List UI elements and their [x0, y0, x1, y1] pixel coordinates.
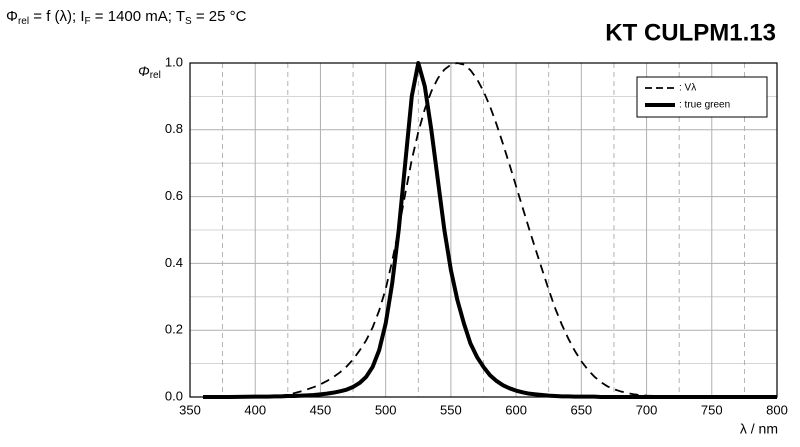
title-part: = 25 °C [192, 8, 247, 25]
x-tick-label: 700 [636, 402, 658, 417]
x-tick-label: 350 [179, 402, 201, 417]
chart-title: Φrel = f (λ); IF = 1400 mA; TS = 25 °C [6, 8, 247, 27]
x-tick-label: 550 [440, 402, 462, 417]
x-tick-label: 450 [310, 402, 332, 417]
plot-frame [189, 62, 778, 398]
x-tick-label: 750 [701, 402, 723, 417]
y-tick-label: 0.8 [165, 121, 183, 136]
title-part: = 1400 mA; T [91, 8, 185, 25]
x-tick-label: 800 [766, 402, 788, 417]
legend-label: : Vλ [679, 83, 696, 94]
series-line [203, 62, 778, 398]
y-tick-label: 0.6 [165, 188, 183, 203]
y-axis-label: Φrel [138, 63, 161, 81]
y-tick-label: 0.2 [165, 322, 183, 337]
title-sub: rel [18, 16, 29, 27]
y-label-part: Φ [138, 63, 150, 79]
y-tick-label: 0.0 [165, 388, 183, 403]
legend-label: : true green [679, 100, 730, 111]
y-label-sub: rel [150, 70, 161, 81]
x-axis-label: λ / nm [740, 421, 778, 437]
x-tick-label: 400 [244, 402, 266, 417]
x-tick-label: 650 [570, 402, 592, 417]
title-part: Φ [6, 8, 18, 25]
x-tick-label: 600 [505, 402, 527, 417]
title-part: = f (λ); I [29, 8, 84, 25]
legend-box [636, 76, 768, 118]
title-sub: S [185, 16, 192, 27]
y-tick-label: 1.0 [165, 54, 183, 69]
legend: : Vλ : true green [636, 76, 768, 118]
plot-area: 0.0 0.2 0.4 0.6 0.8 1.0 350 400 450 500 550 600 650 7… [165, 54, 788, 417]
chart-subtitle: KT CULPM1.13 [605, 19, 776, 46]
x-tick-label: 500 [375, 402, 397, 417]
series-line [203, 61, 777, 399]
title-sub: F [85, 16, 91, 27]
y-tick-label: 0.4 [165, 255, 183, 270]
